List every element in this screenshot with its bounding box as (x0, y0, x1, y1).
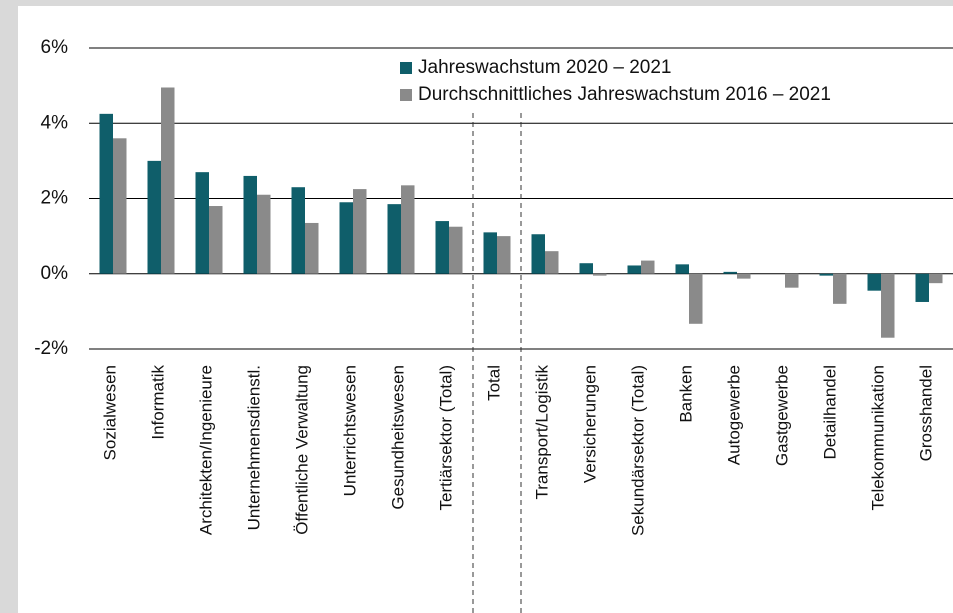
x-tick-label: Banken (676, 365, 695, 423)
bar (819, 273, 833, 276)
frame-edge (18, 0, 953, 6)
bar (915, 273, 929, 302)
bar (435, 221, 449, 274)
bar (833, 273, 847, 304)
bar (209, 206, 223, 274)
bar (737, 273, 751, 279)
x-tick-label: Sozialwesen (100, 365, 119, 460)
bar (627, 265, 641, 274)
bar (545, 251, 559, 274)
x-tick-label: Gastgewerbe (772, 365, 791, 466)
bar (257, 194, 271, 274)
bar (929, 273, 943, 284)
x-tick-label: Transport/Logistik (532, 365, 551, 500)
bar (449, 226, 463, 274)
x-tick-label: Unterrichtswesen (340, 365, 359, 496)
x-tick-label: Grosshandel (916, 365, 935, 461)
y-tick-label: -2% (34, 338, 68, 359)
legend-label: Jahreswachstum 2020 – 2021 (418, 57, 672, 78)
x-tick-label: Detailhandel (820, 365, 839, 460)
bar (113, 138, 127, 274)
bar (147, 160, 161, 274)
x-tick-label: Autogewerbe (724, 365, 743, 465)
bar (305, 222, 319, 274)
x-tick-label: Sekundärsektor (Total) (628, 365, 647, 536)
x-tick-label: Tertiärsektor (Total) (436, 365, 455, 510)
legend-swatch (400, 62, 412, 74)
y-tick-label: 2% (41, 188, 69, 209)
legend-label: Durchschnittliches Jahreswachstum 2016 –… (418, 84, 831, 105)
x-tick-label: Informatik (148, 365, 167, 440)
legend: Jahreswachstum 2020 – 2021 Durchschnittli… (400, 57, 831, 105)
bar (291, 187, 305, 274)
bar (675, 264, 689, 274)
bar (497, 236, 511, 274)
bar (161, 87, 175, 274)
bar (531, 234, 545, 274)
y-tick-label: 0% (41, 263, 69, 284)
x-tick-label: Total (484, 365, 503, 401)
x-tick-label: Telekommunikation (868, 365, 887, 511)
bar (785, 273, 799, 288)
bar (99, 113, 113, 274)
bar (593, 273, 607, 276)
bar (339, 202, 353, 274)
bar (387, 204, 401, 274)
x-tick-label: Architekten/Ingenieure (196, 365, 215, 535)
bar (243, 175, 257, 274)
x-tick-label: Gesundheitswesen (388, 365, 407, 510)
bar (195, 172, 209, 274)
frame-edge (0, 0, 18, 613)
bar (579, 263, 593, 274)
bar (353, 189, 367, 274)
y-tick-label: 6% (41, 37, 69, 58)
bar (401, 185, 415, 274)
legend-swatch (400, 89, 412, 101)
bar (881, 273, 895, 338)
bar (723, 271, 737, 274)
bar (641, 260, 655, 274)
x-tick-label: Öffentliche Verwaltung (292, 365, 311, 535)
x-tick-label: Unternehmensdienstl. (244, 365, 263, 530)
x-tick-label: Versicherungen (580, 365, 599, 483)
y-tick-label: 4% (41, 112, 69, 133)
bar (689, 273, 703, 324)
bar (867, 273, 881, 291)
bar (483, 232, 497, 274)
